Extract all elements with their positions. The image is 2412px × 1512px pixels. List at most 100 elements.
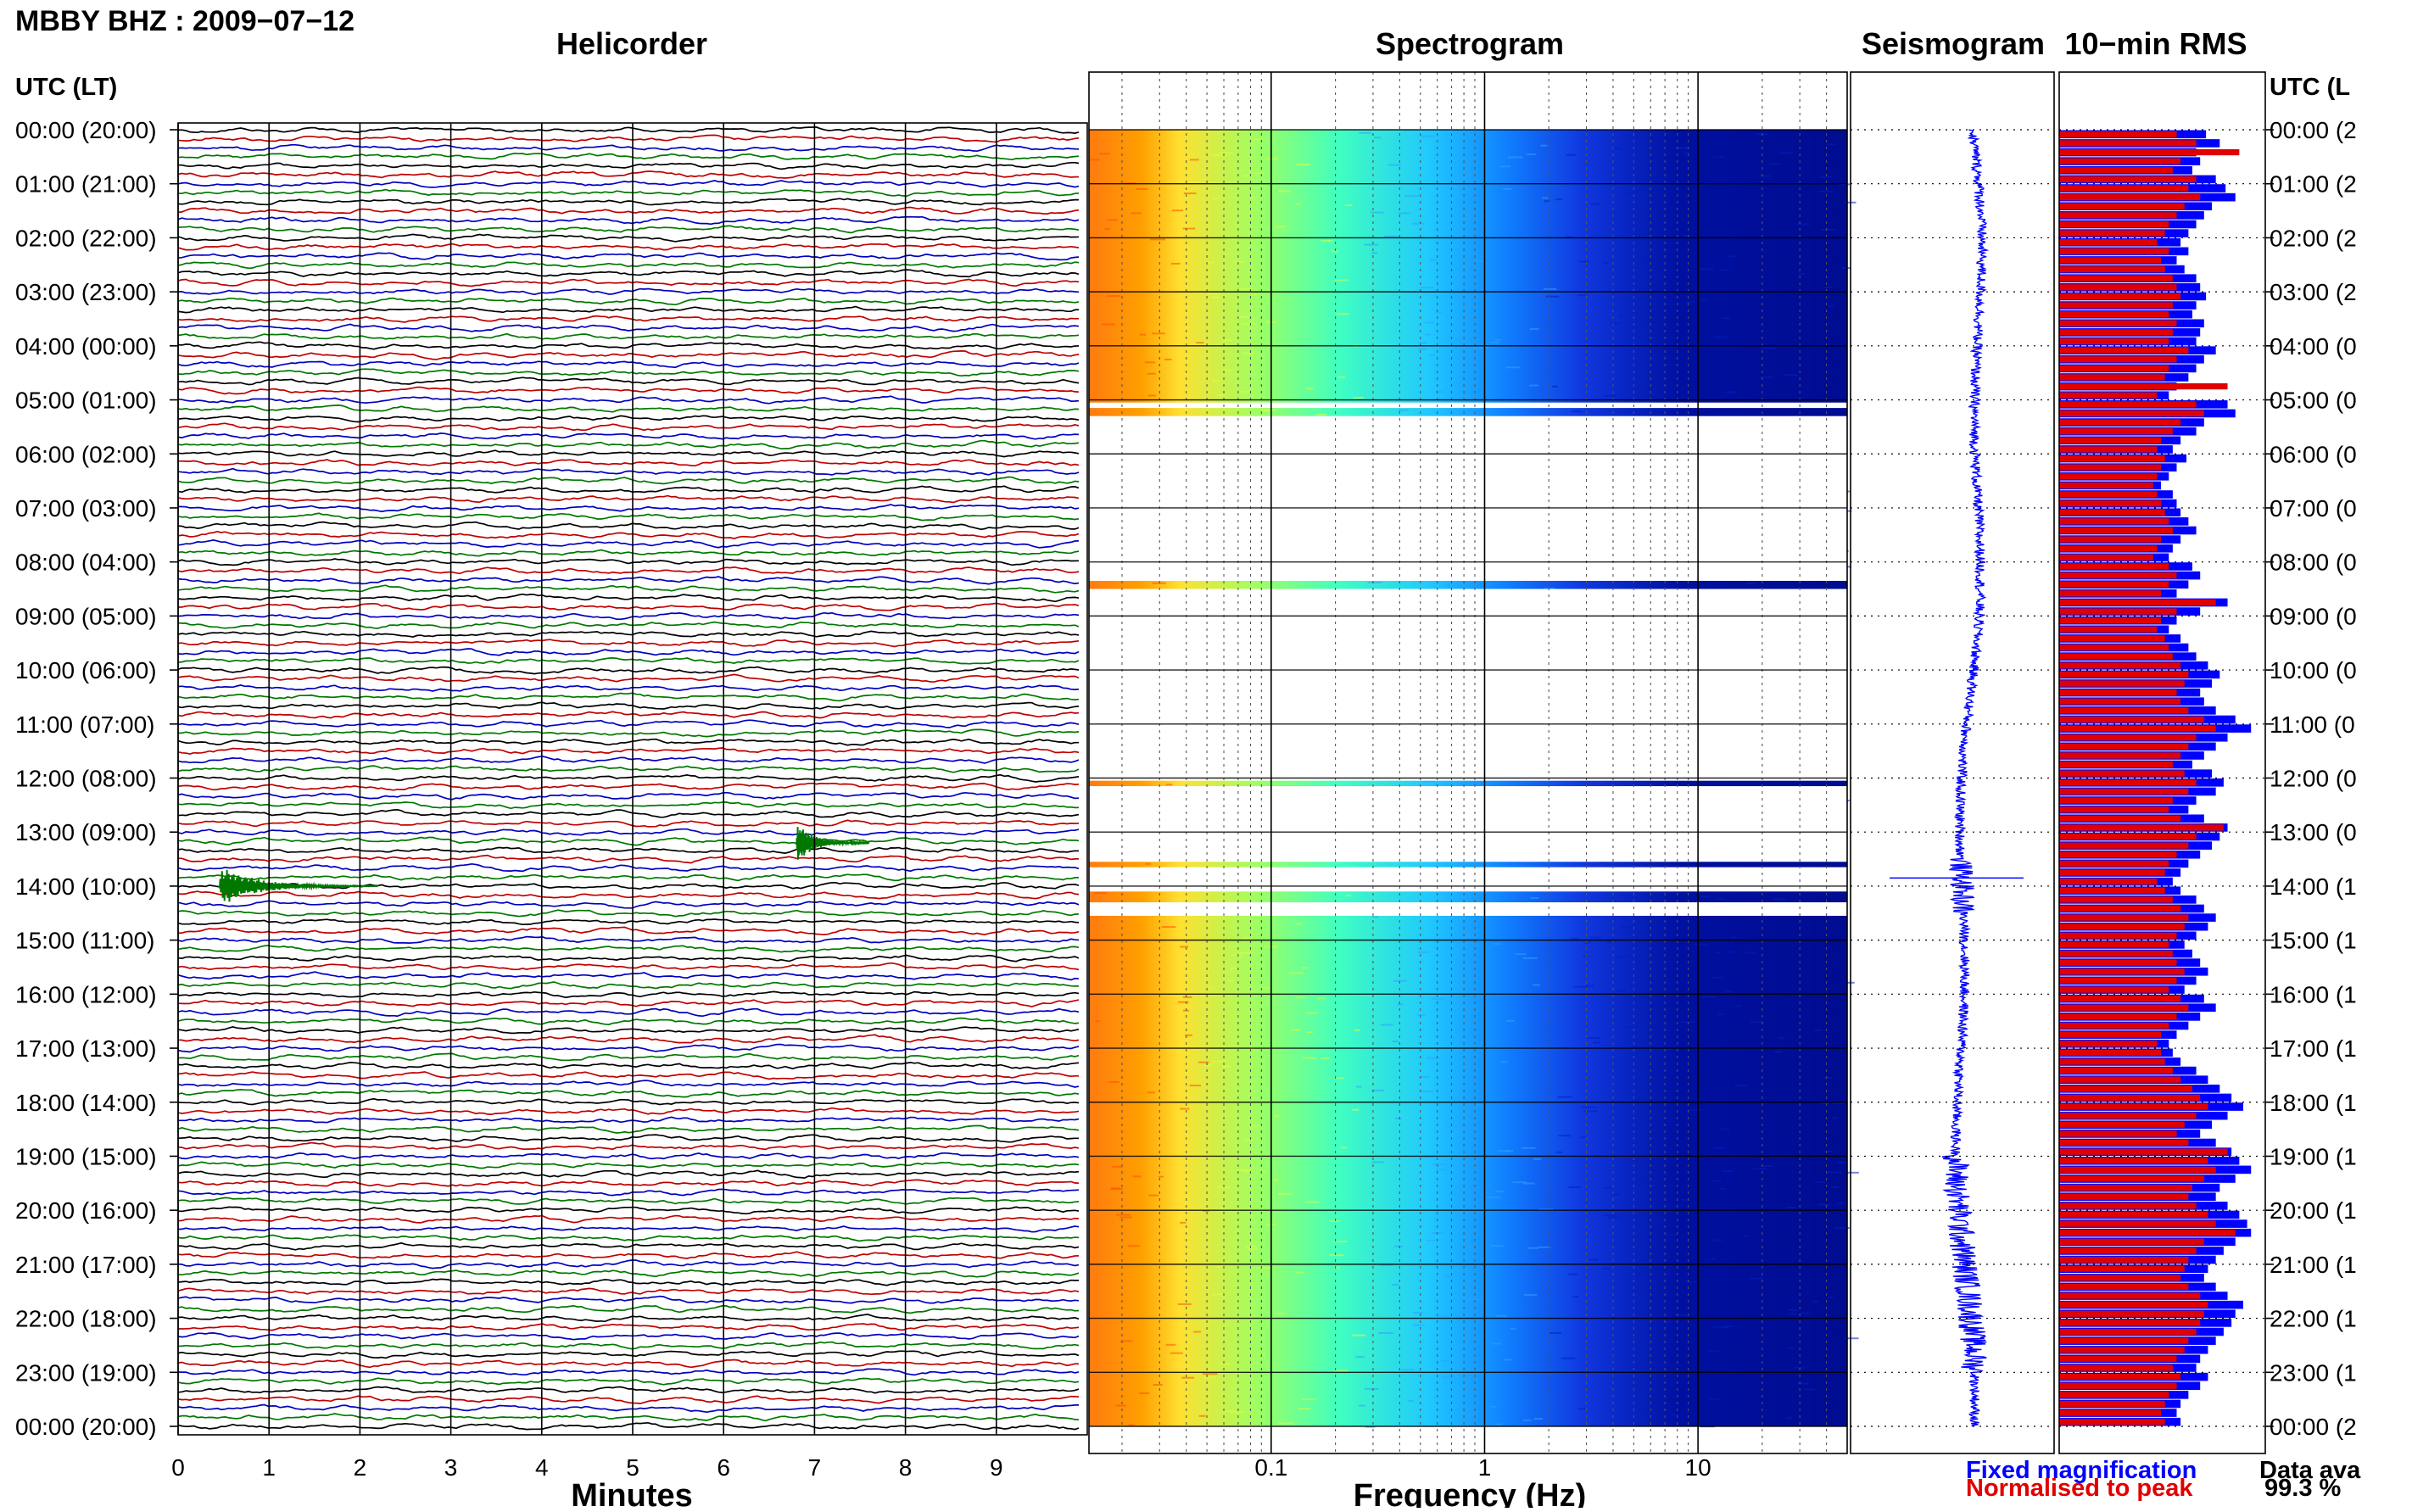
spectrogram-noise bbox=[1674, 147, 1688, 149]
spectrogram-noise bbox=[1571, 937, 1579, 940]
spectrogram-noise bbox=[1371, 1089, 1384, 1091]
rms-bar-normalised bbox=[2059, 302, 2173, 309]
helicorder-trace bbox=[177, 862, 1080, 873]
rms-bar-normalised bbox=[2059, 392, 2158, 399]
hour-label-left: 17:00 (13:00) bbox=[15, 1035, 157, 1062]
rms-bar-normalised bbox=[2059, 428, 2173, 435]
spectrogram-noise bbox=[1242, 1169, 1253, 1172]
spectrogram-noise bbox=[1277, 1192, 1293, 1195]
rms-bar-normalised bbox=[2059, 1400, 2165, 1408]
rms-bar-normalised bbox=[2059, 545, 2158, 552]
spectrogram-noise bbox=[1625, 1026, 1636, 1029]
helicorder-trace bbox=[177, 278, 1080, 287]
hour-label-left: 06:00 (02:00) bbox=[15, 441, 157, 467]
spectrogram-noise bbox=[1242, 352, 1255, 354]
spectrogram-noise bbox=[1773, 1051, 1783, 1053]
rms-title: 10−min RMS bbox=[2064, 26, 2247, 61]
rms-bar-normalised bbox=[2059, 374, 2165, 381]
spectrogram-noise bbox=[1640, 1342, 1653, 1345]
rms-bar-normalised bbox=[2059, 1265, 2185, 1272]
spectrogram-frame bbox=[1088, 71, 1848, 1454]
spectrogram-noise bbox=[1646, 414, 1661, 416]
spectrogram-noise bbox=[1421, 135, 1434, 137]
spectrogram-data-gap bbox=[1089, 902, 1847, 916]
helicorder-trace bbox=[177, 593, 1080, 603]
spectrogram-noise bbox=[1529, 328, 1539, 331]
spectrogram-noise bbox=[1198, 1414, 1206, 1417]
spectrogram-noise bbox=[1189, 1085, 1202, 1087]
spectrogram-noise bbox=[1618, 315, 1628, 318]
spectrogram-noise bbox=[1203, 1064, 1213, 1067]
spectrogram-noise bbox=[1709, 1398, 1719, 1401]
spectrogram-noise bbox=[1466, 1414, 1477, 1417]
spectrogram-noise bbox=[1413, 1312, 1423, 1314]
spectrogram-noise bbox=[1486, 1196, 1501, 1198]
helicorder-trace bbox=[177, 386, 1080, 395]
spectrogram-noise bbox=[1212, 1293, 1226, 1296]
rms-bar-normalised bbox=[2059, 329, 2173, 336]
spectrogram-noise bbox=[1320, 239, 1333, 242]
spectrogram-noise bbox=[1715, 951, 1721, 954]
spectrogram-noise bbox=[1431, 997, 1444, 1000]
rms-bar-normalised bbox=[2059, 455, 2165, 462]
spectrogram-noise bbox=[1462, 935, 1475, 937]
spectrogram-noise bbox=[1599, 861, 1609, 863]
spectrogram-noise bbox=[1436, 1169, 1447, 1171]
spectrogram-noise bbox=[1209, 986, 1215, 989]
hour-label-left: 11:00 (07:00) bbox=[15, 711, 155, 738]
spectrogram-noise bbox=[1760, 175, 1772, 177]
spectrogram-noise bbox=[1202, 1209, 1209, 1212]
helicorder-trace bbox=[177, 1259, 1080, 1269]
spectrogram-noise bbox=[1473, 259, 1483, 262]
helicorder-trace bbox=[177, 666, 1080, 675]
spectrogram-noise bbox=[1259, 410, 1270, 412]
spectrogram-title: Spectrogram bbox=[1376, 26, 1564, 61]
spectrogram-noise bbox=[1329, 1254, 1344, 1257]
spectrogram-noise bbox=[1844, 1337, 1859, 1340]
helicorder-trace bbox=[177, 711, 1080, 719]
spectrogram-noise bbox=[1543, 287, 1557, 290]
helicorder-trace bbox=[177, 1089, 1080, 1098]
spectrogram-noise bbox=[1334, 1266, 1340, 1269]
spectrogram-noise bbox=[1579, 1136, 1587, 1139]
hour-label-right: 23:00 (1 bbox=[2270, 1359, 2357, 1386]
hour-label-left: 13:00 (09:00) bbox=[15, 819, 157, 845]
spectrogram-noise bbox=[1364, 1387, 1379, 1390]
spectrogram-noise bbox=[1577, 1408, 1585, 1410]
rms-bar-normalised bbox=[2059, 707, 2189, 714]
spectrogram-noise bbox=[1785, 1417, 1793, 1420]
hour-label-left: 09:00 (05:00) bbox=[15, 603, 157, 629]
spectrogram-noise bbox=[1230, 968, 1237, 970]
spectrogram-noise bbox=[1242, 937, 1252, 940]
spectrogram-noise bbox=[1495, 1314, 1508, 1317]
spectrogram-noise bbox=[1107, 219, 1119, 221]
spectrogram-noise bbox=[1827, 1171, 1842, 1174]
spectrogram-noise bbox=[1219, 152, 1234, 154]
helicorder-trace bbox=[177, 782, 1080, 791]
rms-bar-normalised bbox=[2059, 1113, 2197, 1119]
rms-bar-normalised bbox=[2059, 1158, 2208, 1164]
hour-label-right: 09:00 (0 bbox=[2270, 603, 2357, 629]
rms-bar-normalised bbox=[2059, 509, 2165, 516]
rms-bar-normalised bbox=[2059, 1347, 2185, 1353]
spectrogram-noise bbox=[1228, 979, 1234, 982]
spectrogram-noise bbox=[1181, 1376, 1194, 1379]
spectrogram-noise bbox=[1295, 923, 1302, 925]
spectrogram-noise bbox=[1778, 1036, 1784, 1039]
spectrogram-noise bbox=[1256, 1267, 1271, 1269]
spectrogram-noise bbox=[1145, 862, 1152, 865]
hour-label-left: 15:00 (11:00) bbox=[15, 928, 155, 954]
helicorder-trace bbox=[177, 1097, 1080, 1106]
rms-bar-normalised bbox=[2059, 608, 2177, 615]
hour-label-right: 13:00 (0 bbox=[2270, 819, 2357, 845]
spectrogram-noise bbox=[1301, 1398, 1316, 1401]
spectrogram-noise bbox=[1497, 1150, 1510, 1152]
spectrogram-noise bbox=[1798, 273, 1805, 276]
rms-bar-normalised bbox=[2059, 1022, 2169, 1029]
rms-bar-normalised bbox=[2059, 680, 2185, 687]
hour-label-left: 10:00 (06:00) bbox=[15, 657, 157, 683]
spectrogram-noise bbox=[1418, 951, 1430, 954]
spectrogram-noise bbox=[1213, 154, 1227, 157]
helicorder-trace bbox=[177, 1141, 1080, 1151]
hour-label-right: 00:00 (2 bbox=[2270, 117, 2357, 143]
